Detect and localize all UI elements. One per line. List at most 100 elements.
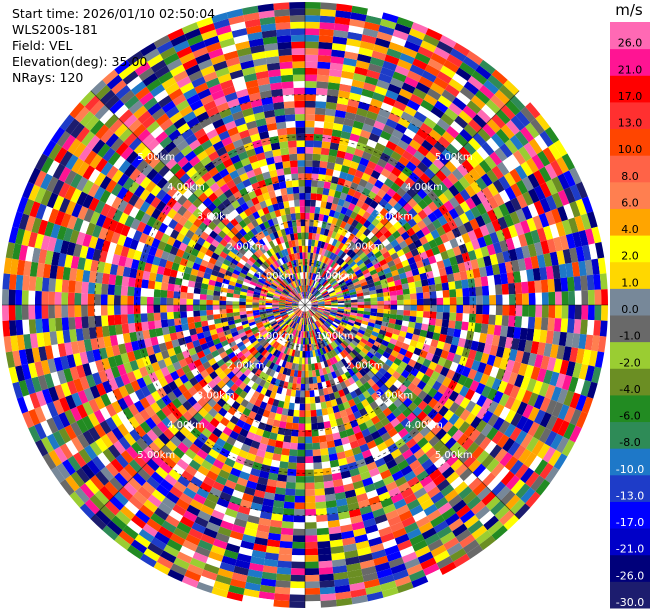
range-gate (429, 305, 437, 312)
range-gate (120, 295, 128, 305)
range-gate (396, 249, 405, 258)
range-gate (232, 308, 240, 313)
range-gate (375, 114, 389, 125)
range-gate (316, 187, 324, 195)
range-gate (479, 84, 495, 100)
range-gate (569, 347, 579, 363)
range-gate (344, 300, 352, 303)
range-gate (319, 261, 324, 269)
range-gate (436, 71, 453, 85)
range-gate (160, 319, 169, 328)
range-gate (569, 167, 582, 185)
range-gate (416, 128, 429, 140)
range-gate (285, 422, 293, 430)
range-gate (521, 205, 533, 221)
range-gate (442, 289, 450, 298)
range-gate (455, 91, 471, 106)
range-gate (318, 285, 324, 292)
range-gate (331, 270, 338, 278)
range-gate (293, 508, 305, 516)
range-gate (312, 455, 322, 463)
range-gate (349, 182, 359, 191)
range-gate (468, 168, 481, 182)
range-gate (424, 232, 435, 243)
range-gate (180, 285, 188, 293)
range-gate (483, 234, 493, 246)
range-gate (355, 142, 367, 152)
range-gate (440, 326, 449, 336)
range-gate (212, 309, 220, 315)
range-gate (410, 248, 420, 257)
range-gate (332, 169, 341, 178)
range-gate (347, 202, 356, 212)
range-gate (580, 275, 588, 291)
range-gate (327, 287, 334, 292)
range-gate (488, 314, 496, 325)
range-gate (419, 172, 431, 184)
range-gate (498, 84, 515, 101)
range-gate (318, 48, 332, 57)
range-gate (305, 357, 309, 365)
range-gate (425, 331, 434, 340)
range-gate (479, 159, 492, 174)
range-gate (398, 240, 408, 250)
range-gate (309, 296, 316, 301)
range-gate (347, 225, 356, 234)
range-gate (298, 416, 305, 424)
range-gate (48, 278, 57, 292)
range-gate (327, 229, 334, 238)
range-gate (428, 318, 437, 326)
range-gate (462, 105, 477, 119)
range-gate (441, 148, 455, 161)
range-gate (396, 309, 404, 316)
range-gate (277, 560, 292, 569)
range-gate (329, 69, 343, 78)
range-gate (311, 302, 319, 304)
range-gate (458, 146, 472, 160)
range-gate (311, 300, 318, 304)
range-gate (350, 307, 358, 311)
range-gate (403, 128, 417, 140)
range-gate (531, 154, 545, 170)
range-gate (28, 276, 37, 291)
range-gate (542, 147, 556, 164)
range-gate (380, 183, 391, 194)
range-gate (314, 494, 326, 503)
range-gate (437, 153, 450, 166)
range-gate (481, 104, 496, 119)
range-gate (557, 205, 569, 222)
range-gate (343, 57, 358, 67)
range-gate (388, 285, 397, 292)
range-gate (416, 245, 426, 255)
range-gate (487, 196, 499, 210)
range-gate (504, 336, 514, 349)
range-gate (394, 23, 412, 35)
range-gate (349, 260, 357, 268)
range-gate (322, 280, 329, 287)
range-gate (334, 109, 347, 119)
range-gate (350, 12, 367, 22)
range-gate (387, 197, 398, 208)
range-gate (398, 254, 408, 263)
range-gate (315, 94, 328, 102)
range-gate (545, 265, 554, 280)
range-gate (410, 299, 417, 305)
range-gate (582, 244, 592, 261)
range-gate (355, 286, 363, 292)
range-gate (320, 241, 326, 249)
range-gate (373, 238, 382, 247)
range-gate (405, 161, 417, 172)
range-gate (313, 259, 317, 267)
range-gate (599, 273, 608, 290)
range-gate (363, 298, 371, 302)
range-gate (318, 553, 332, 562)
range-gate (379, 225, 389, 235)
range-gate (364, 301, 371, 305)
range-gate (335, 257, 343, 265)
range-gate (307, 292, 310, 299)
range-gate (290, 436, 299, 444)
range-gate (545, 195, 558, 211)
range-gate (322, 291, 329, 297)
range-gate (363, 272, 372, 279)
range-gate (351, 253, 359, 261)
